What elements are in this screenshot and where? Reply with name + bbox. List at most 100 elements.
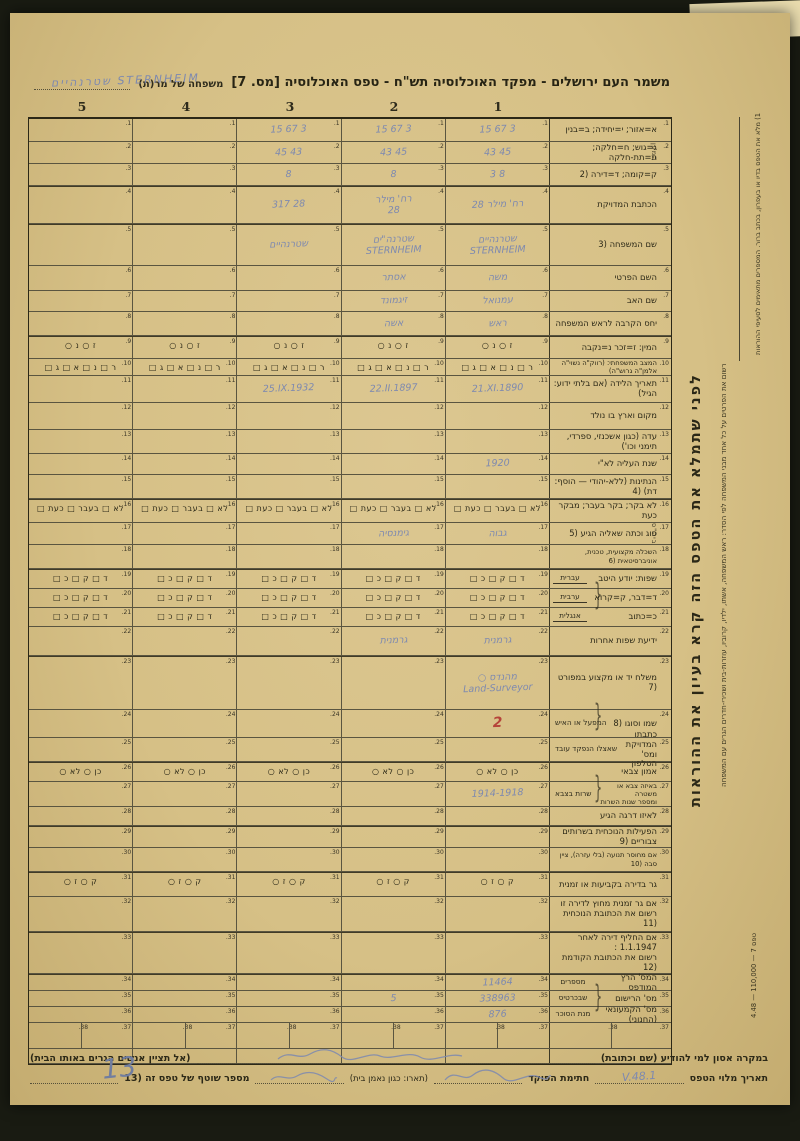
data-cell-col2: .20 ד □ ק □ כ □: [340, 589, 445, 607]
data-cell-col1: .11 21.XI.1890: [444, 376, 549, 402]
row-number: .11: [225, 377, 236, 384]
print-options: ז ○ נ ○: [65, 341, 97, 350]
handwritten-entry: 8: [285, 168, 293, 180]
question-group-label: שאצלו הנפקד עובד: [555, 744, 618, 754]
row-number: .2: [333, 143, 340, 150]
data-cell-col4: .22: [132, 627, 236, 655]
handwritten-entry: שטרנהיים: [269, 238, 309, 251]
table-row: .15 הנתינות (ללא-יהודי — הוסף: דת) (4.15.…: [29, 475, 671, 499]
row-number: .21: [434, 609, 444, 616]
question-cell: .14 שנת העליה לא"י: [549, 454, 671, 474]
row-number: .15: [330, 476, 340, 483]
data-cell-col4: .8: [132, 312, 236, 335]
data-cell-col3: .2 45 43: [236, 142, 340, 163]
row-number: .34: [121, 976, 132, 983]
data-cell-col2: .2 43 45: [340, 142, 445, 163]
question-text: הכתבת המדויקת: [597, 199, 657, 210]
row-number: .36: [538, 1008, 548, 1015]
row-number: .29: [330, 828, 340, 835]
data-cell-col3: .12: [236, 403, 340, 429]
question-cell: .13 עדה (כגון אשכנזי, ספרדי, תימני וכו'): [549, 430, 671, 453]
print-options: ד □ ק □ כ □: [261, 612, 317, 621]
row-number: .30: [225, 849, 236, 856]
data-cell-col5: .4: [29, 187, 132, 223]
row-number: .38: [182, 1024, 193, 1031]
row-number: .35: [538, 992, 548, 999]
row-number: .26: [659, 764, 669, 771]
trustee-squiggle: [270, 1071, 337, 1083]
row-number: .18: [121, 546, 132, 553]
data-cell-col2: .28: [340, 807, 445, 825]
row-number: .37: [434, 1024, 444, 1031]
row-number: .14: [538, 455, 548, 462]
row-number: .19: [330, 571, 340, 578]
data-cell-col5: .32: [29, 897, 132, 931]
question-cell: .7 שם האב: [549, 291, 671, 311]
row-number: .20: [225, 590, 236, 597]
question-cell: .6 השם הפרטי: [549, 266, 671, 290]
table-row: .35 מס' הרישום שבכרטיס{.35 338963.35 5.35.35…: [29, 981, 671, 1016]
data-cell-col4: .33: [132, 933, 236, 973]
question-text: אמון צבאי: [621, 766, 657, 777]
data-cell-col2: .29: [340, 827, 445, 847]
question-cell: .15 הנתינות (ללא-יהודי — הוסף: דת) (4: [549, 475, 671, 498]
row-number: .17: [225, 524, 236, 531]
data-cell-col4: .32: [132, 897, 236, 931]
row-number: .13: [659, 431, 669, 438]
data-cell-col1: .15: [444, 475, 549, 498]
row-number: .1: [542, 120, 548, 127]
print-options: ר □ נ □ א □ ג □: [44, 363, 117, 372]
row-number: .31: [538, 874, 548, 881]
table-row: .30 אם מחוסר תנועה (בלי עזרה), ציין סבה (…: [29, 848, 671, 872]
print-options: ד □ ק □ כ □: [365, 574, 421, 583]
row-number: .36: [330, 1008, 340, 1015]
row-number: .35: [434, 992, 444, 999]
table-row: .13 עדה (כגון אשכנזי, ספרדי, תימני וכו').…: [29, 430, 671, 454]
row-number: .3: [438, 165, 444, 172]
signature-squiggle: [444, 1069, 552, 1082]
print-options: ד □ ק □ כ □: [53, 593, 109, 602]
data-cell-col2: .22 גרמנית: [340, 627, 445, 655]
row-number: .37: [330, 1024, 340, 1031]
row-number: .2: [663, 143, 669, 150]
question-cell: .21 כ=כתוב אנגלית: [549, 608, 671, 626]
print-options: ד □ ק □ כ □: [469, 574, 525, 583]
data-cell-col1: .7 עמנואל: [444, 291, 549, 311]
row-number: .14: [225, 455, 236, 462]
question-text: שם המשפחה (3: [598, 239, 657, 250]
form-serial-dotted-line: [29, 1073, 119, 1084]
row-number: .11: [659, 377, 669, 384]
handwritten-entry: רח' מילר 28: [374, 192, 412, 217]
print-options: ק ○ ז ○: [272, 877, 306, 886]
data-cell-col5: .3: [29, 164, 132, 185]
table-row: .34 המס' הרץ המודפס מספרים .34 11464.34.34.3…: [29, 972, 671, 991]
row-number: .28: [330, 808, 340, 815]
row-number: .24: [538, 711, 548, 718]
data-cell-col1: .34 11464: [444, 975, 549, 990]
question-cell: .32 אם גר זמנית מחוץ לדירה זו רשום את הכת…: [549, 897, 671, 931]
data-cell-col3: .9 ז ○ נ ○: [236, 337, 340, 358]
data-cell-col5: .8: [29, 312, 132, 335]
question-text: לא בקר; בקר בעבר; מבקר כעת: [558, 500, 657, 520]
data-cell-col2: .21 ד □ ק □ כ □: [340, 608, 445, 626]
question-cell: .23 משלח יד או מקצוע במפורט (7: [549, 657, 671, 709]
table-row: .20 ד=דבר, ק=קרוא ערבית{.20 ד □ ק □ כ □ .20 ד…: [29, 579, 671, 614]
handwritten-entry: ראש: [487, 317, 507, 330]
row-number: .38: [78, 1024, 89, 1031]
data-cell-col5: .37 .38: [29, 1023, 132, 1048]
table-row: .29 הפעילות הנוכחית בשרותים צבוריים (9.29…: [29, 826, 671, 848]
row-number: .35: [225, 992, 236, 999]
print-options: ד □ ק □ כ □: [157, 593, 213, 602]
data-cell-col2: .15: [340, 475, 445, 498]
table-row: .33 אם החליף דירה לאחר 1.1.1947 : רשום את…: [29, 932, 671, 974]
data-cell-col1: .3 3 8: [444, 164, 549, 185]
data-cell-col5: .13: [29, 430, 132, 453]
row-number: .10: [434, 360, 444, 367]
row-number: .28: [538, 808, 548, 815]
data-cell-col2: .6 אסתר: [340, 266, 445, 290]
handwritten-entry: 317 28: [272, 198, 306, 211]
row-number: .19: [538, 571, 548, 578]
data-cell-col5: .1: [29, 119, 132, 141]
row-number: .13: [538, 431, 548, 438]
trustee-dotted-line: [255, 1071, 344, 1084]
